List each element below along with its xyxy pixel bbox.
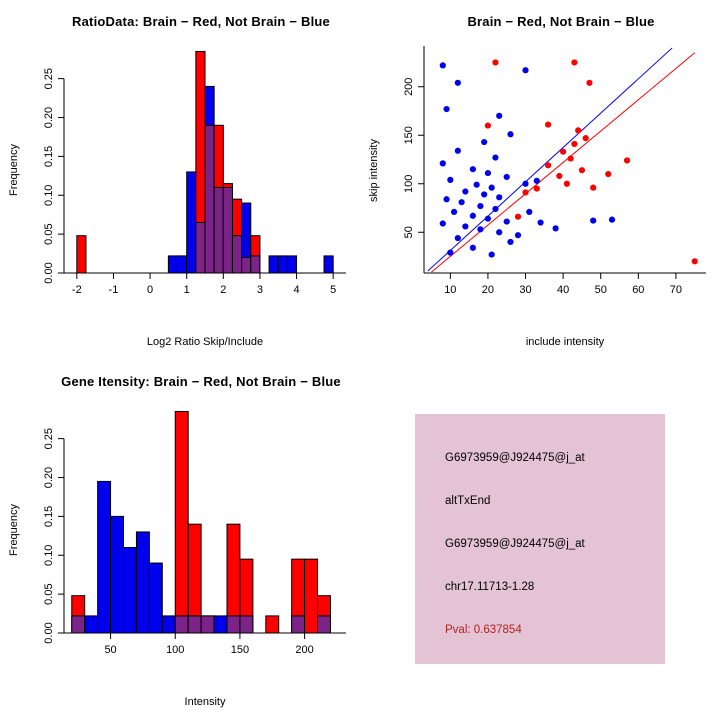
svg-text:0: 0 <box>147 284 153 296</box>
svg-text:10: 10 <box>444 284 456 296</box>
panel-ratio-histogram: RatioData: Brain − Red, Not Brain − Blue… <box>0 0 360 360</box>
intensity-scatter-title: Brain − Red, Not Brain − Blue <box>467 14 655 29</box>
panel-intensity-scatter: Brain − Red, Not Brain − Blue 10 20 30 40 50… <box>360 0 720 360</box>
svg-text:0.25: 0.25 <box>43 68 55 89</box>
svg-text:-2: -2 <box>72 284 82 296</box>
intensity-scatter-ylabel: skip intensity <box>368 139 380 202</box>
gene-intensity-plot: 50 100 150 200 0.00 0.05 0.10 0.15 0.20 0.25 <box>43 410 346 656</box>
splice-event-type-line: altTxEnd <box>445 495 491 507</box>
gene-intensity-ylabel: Frequency <box>8 504 20 557</box>
svg-text:150: 150 <box>403 126 415 144</box>
panel-gene-info: G6973959@J924475@j_at altTxEnd G6973959@… <box>360 360 720 720</box>
pval-line: Pval: 0.637854 <box>445 624 522 636</box>
svg-text:2: 2 <box>220 284 226 296</box>
gene-intensity-title: Gene Itensity: Brain − Red, Not Brain − … <box>61 374 341 389</box>
ratio-histogram-ylabel: Frequency <box>8 144 20 197</box>
svg-text:50: 50 <box>403 226 415 238</box>
gene-info-box: G6973959@J924475@j_at altTxEnd G6973959@… <box>415 414 665 664</box>
svg-text:60: 60 <box>632 284 644 296</box>
svg-text:3: 3 <box>257 284 263 296</box>
panel-gene-intensity-histogram: Gene Itensity: Brain − Red, Not Brain − … <box>0 360 360 720</box>
svg-text:0.00: 0.00 <box>43 622 55 643</box>
svg-text:1: 1 <box>184 284 190 296</box>
ratio-histogram-plot: -2 -1 0 1 2 3 4 5 0.00 0.05 0.10 0.15 0.20 0.25 <box>43 50 346 296</box>
svg-text:0.15: 0.15 <box>43 506 55 527</box>
probe-id-line: G6973959@J924475@j_at <box>445 452 585 464</box>
svg-text:5: 5 <box>330 284 336 296</box>
svg-text:50: 50 <box>595 284 607 296</box>
intensity-scatter-plot: 10 20 30 40 50 60 70 50 100 150 200 <box>403 46 706 296</box>
svg-text:100: 100 <box>166 644 184 656</box>
svg-text:150: 150 <box>231 644 249 656</box>
svg-text:0.20: 0.20 <box>43 107 55 128</box>
probe-id-line-2: G6973959@J924475@j_at <box>445 538 585 550</box>
svg-text:0.05: 0.05 <box>43 583 55 604</box>
svg-text:0.15: 0.15 <box>43 146 55 167</box>
svg-text:0.10: 0.10 <box>43 185 55 206</box>
svg-text:200: 200 <box>295 644 313 656</box>
svg-text:20: 20 <box>482 284 494 296</box>
svg-text:0.00: 0.00 <box>43 262 55 283</box>
ratio-histogram-xlabel: Log2 Ratio Skip/Include <box>146 336 264 348</box>
svg-text:70: 70 <box>670 284 682 296</box>
svg-text:-1: -1 <box>109 284 119 296</box>
svg-text:0.05: 0.05 <box>43 223 55 244</box>
svg-text:4: 4 <box>293 284 299 296</box>
svg-text:200: 200 <box>403 78 415 96</box>
svg-text:40: 40 <box>557 284 569 296</box>
svg-text:30: 30 <box>519 284 531 296</box>
svg-text:0.25: 0.25 <box>43 428 55 449</box>
svg-text:0.10: 0.10 <box>43 545 55 566</box>
svg-text:0.20: 0.20 <box>43 467 55 488</box>
ratio-histogram-title: RatioData: Brain − Red, Not Brain − Blue <box>72 14 330 29</box>
intensity-scatter-xlabel: include intensity <box>525 336 605 348</box>
svg-text:50: 50 <box>104 644 116 656</box>
locus-line: chr17.11713-1.28 <box>445 581 535 593</box>
gene-intensity-xlabel: Intensity <box>184 696 226 708</box>
svg-text:100: 100 <box>403 175 415 193</box>
